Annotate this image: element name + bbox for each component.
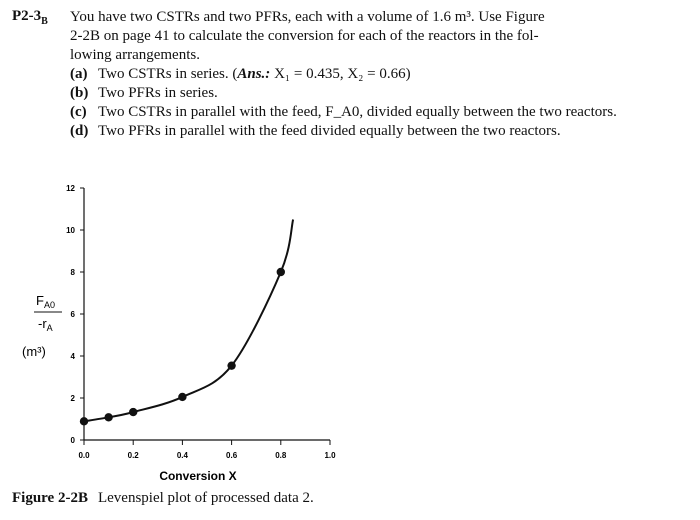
part-text: Two PFRs in series.: [98, 85, 218, 101]
data-point: [178, 392, 187, 402]
part-c: (c) Two CSTRs in parallel with the feed, …: [70, 103, 670, 122]
y-tick-label: 6: [71, 310, 76, 319]
intro-line: lowing arrangements.: [70, 47, 200, 63]
x-tick-label: 0.6: [226, 451, 238, 460]
data-point: [276, 267, 285, 277]
intro-line: You have two CSTRs and two PFRs, each wi…: [70, 9, 545, 25]
part-a: (a) Two CSTRs in series. (Ans.: X₁ = 0.43…: [70, 65, 670, 84]
part-label: (c): [70, 104, 87, 120]
y-tick-label: 8: [71, 268, 76, 277]
part-text: Two CSTRs in parallel with the feed, F_A…: [98, 104, 617, 120]
x-tick-label: 0.0: [78, 451, 90, 460]
data-point: [104, 413, 113, 422]
problem-number-sub: B: [41, 16, 48, 27]
data-point: [79, 417, 89, 426]
part-b: (b) Two PFRs in series.: [70, 84, 670, 103]
part-label: (a): [70, 66, 88, 82]
y-label-numerator: FA0: [36, 293, 55, 310]
data-point: [227, 361, 236, 370]
y-tick-label: 4: [71, 352, 76, 361]
axes: [83, 188, 330, 441]
y-tick-label: 12: [66, 184, 75, 193]
x-ticks: 0.0 0.2 0.4 0.6 0.8 1.0: [78, 440, 336, 460]
y-tick-label: 2: [71, 394, 76, 403]
answer-label: Ans.:: [237, 66, 271, 82]
x-tick-label: 1.0: [324, 451, 336, 460]
part-d: (d) Two PFRs in parallel with the feed di…: [70, 122, 670, 141]
y-label-denominator: -rA: [38, 316, 53, 333]
problem-number-main: P2-3: [12, 8, 42, 24]
y-label-units: (m³): [22, 344, 46, 359]
x-axis-label: Conversion X: [159, 469, 236, 483]
part-text: Two CSTRs in series. (: [98, 66, 238, 82]
data-points: [79, 267, 285, 426]
x-tick-label: 0.4: [177, 451, 189, 460]
caption-text: Levenspiel plot of processed data 2.: [97, 490, 314, 506]
figure-caption: Figure 2-2B Levenspiel plot of processed …: [12, 490, 314, 507]
data-point: [129, 407, 138, 417]
part-label: (d): [70, 123, 89, 139]
x-tick-label: 0.2: [128, 451, 140, 460]
caption-label: Figure 2-2B: [12, 490, 88, 506]
problem-number: P2-3B: [12, 8, 48, 27]
data-curve: [83, 219, 295, 423]
y-tick-label: 0: [71, 436, 76, 445]
problem-statement: You have two CSTRs and two PFRs, each wi…: [70, 8, 670, 141]
levenspiel-plot: 0.0 0.2 0.4 0.6 0.8 1.0 0 2 4 6 8 10 12 Conversion …: [22, 184, 336, 483]
y-axis-label: FA0 -rA (m³): [22, 293, 62, 359]
intro-line: 2-2B on page 41 to calculate the convers…: [70, 28, 539, 44]
y-ticks: 0 2 4 6 8 10 12: [66, 184, 84, 445]
part-text: Two PFRs in parallel with the feed divid…: [98, 123, 561, 139]
part-label: (b): [70, 85, 89, 101]
answer-text: X₁ = 0.435, X₂ = 0.66): [270, 66, 411, 82]
x-tick-label: 0.8: [275, 451, 287, 460]
y-tick-label: 10: [66, 226, 75, 235]
